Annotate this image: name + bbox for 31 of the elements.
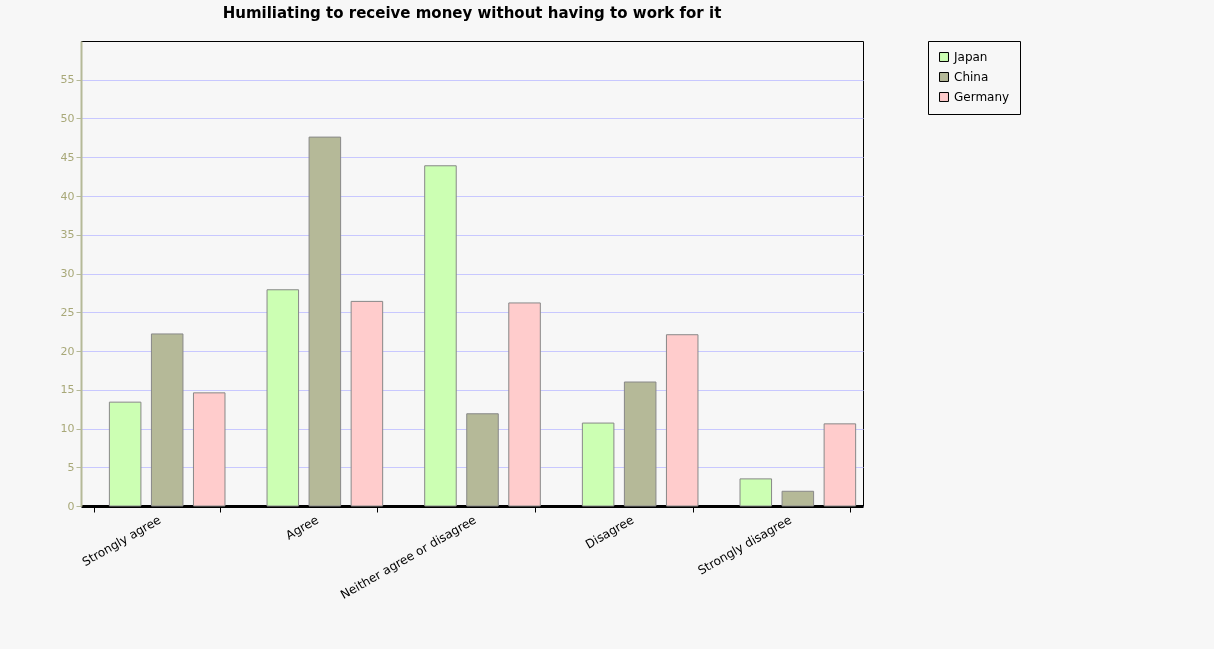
y-tick-label: 45 — [60, 150, 75, 164]
y-tick-label: 30 — [60, 267, 75, 280]
y-tick-label: 25 — [60, 305, 75, 319]
bar — [665, 334, 699, 507]
legend-label: Germany — [954, 90, 1010, 104]
chart-title: Humiliating to receive money without having to work for it — [222, 3, 722, 22]
bar — [192, 392, 226, 507]
bar — [739, 478, 773, 507]
y-tick-label: 50 — [60, 112, 75, 125]
y-tick-label: 10 — [60, 422, 75, 435]
bar — [308, 136, 342, 507]
bar — [466, 413, 499, 507]
y-tick-label: 15 — [60, 383, 75, 397]
bar — [266, 289, 300, 507]
y-tick-label: 0 — [67, 499, 75, 513]
y-tick-label: 20 — [60, 344, 75, 358]
bar — [623, 381, 657, 507]
legend-label: Japan — [953, 50, 988, 64]
legend-label: China — [954, 70, 989, 84]
bar — [508, 302, 541, 507]
bar — [781, 490, 815, 507]
y-tick-label: 35 — [60, 228, 75, 242]
y-tick-label: 5 — [67, 460, 75, 474]
bar — [823, 423, 857, 507]
bar — [108, 401, 142, 507]
bar — [424, 165, 457, 507]
y-tick-label: 40 — [60, 189, 75, 203]
y-tick-label: 55 — [60, 73, 75, 87]
bar — [581, 422, 615, 507]
bar — [150, 333, 184, 507]
bar — [350, 300, 384, 507]
